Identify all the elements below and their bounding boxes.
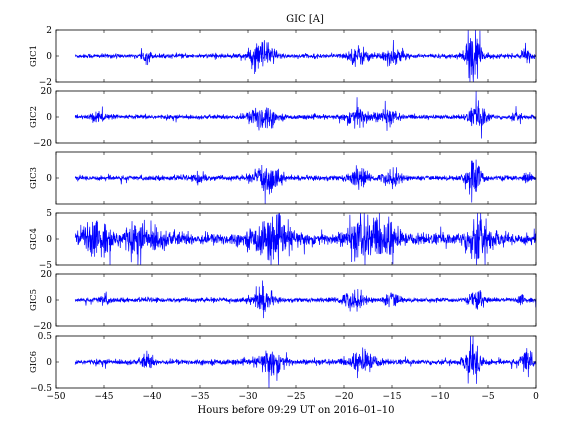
y-tick-label: 0 — [46, 235, 52, 245]
x-tick-label: −50 — [47, 392, 66, 402]
y-axis-label-4: GIC4 — [29, 228, 39, 250]
y-axis-label-5: GIC5 — [29, 289, 39, 311]
x-tick-label: −45 — [95, 392, 114, 402]
x-tick-label: −20 — [335, 392, 354, 402]
y-tick-label: −5 — [39, 261, 53, 271]
y-tick-label: −20 — [33, 139, 52, 149]
panel-1: −2 0 2 GIC1 — [29, 26, 537, 88]
series-line-4 — [74, 213, 537, 265]
x-tick-label: −5 — [481, 392, 495, 402]
series-line-1 — [74, 30, 537, 82]
x-tick-label: −40 — [143, 392, 162, 402]
series-line-5 — [74, 280, 537, 319]
y-tick-label: 2 — [46, 26, 52, 36]
panel-6: −0.5 0 0.5 GIC6 — [29, 332, 537, 394]
y-tick-label: 0.5 — [38, 332, 53, 342]
x-axis: −50 −45 −40 −35 −30 −25 −20 −15 −10 −5 0 — [47, 392, 540, 402]
y-tick-label: −20 — [33, 322, 52, 332]
y-tick-label: 5 — [46, 209, 52, 219]
y-axis-label-2: GIC2 — [29, 106, 39, 128]
x-tick-label: −25 — [287, 392, 306, 402]
y-tick-label: 0 — [46, 358, 52, 368]
panel-4: −5 0 5 GIC4 — [29, 209, 537, 271]
panels: −202GIC1−20020GIC20GIC3−505GIC4−20020GIC… — [29, 26, 537, 394]
y-tick-label: 0 — [46, 113, 52, 123]
y-tick-label: 0 — [46, 174, 52, 184]
y-tick-label: −2 — [39, 78, 52, 88]
x-axis-label: Hours before 09:29 UT on 2016–01–10 — [197, 405, 394, 416]
y-axis-label-6: GIC6 — [29, 351, 39, 373]
y-axis-label-1: GIC1 — [29, 45, 39, 67]
chart-title: GIC [A] — [286, 14, 324, 25]
y-tick-label: 0 — [46, 296, 52, 306]
series-line-2 — [74, 91, 537, 139]
x-tick-label: −35 — [191, 392, 210, 402]
series-line-3 — [74, 159, 537, 204]
y-axis-label-3: GIC3 — [29, 167, 39, 189]
series-line-6 — [74, 336, 537, 388]
x-tick-label: −10 — [431, 392, 450, 402]
x-tick-label: −15 — [383, 392, 402, 402]
y-tick-label: 0 — [46, 52, 52, 62]
y-tick-label: 20 — [41, 270, 53, 280]
x-tick-label: −30 — [239, 392, 258, 402]
y-tick-label: 20 — [41, 87, 53, 97]
y-tick-label: −0.5 — [30, 384, 52, 394]
panel-3: 0 GIC3 — [29, 151, 537, 205]
x-tick-label: 0 — [533, 392, 539, 402]
